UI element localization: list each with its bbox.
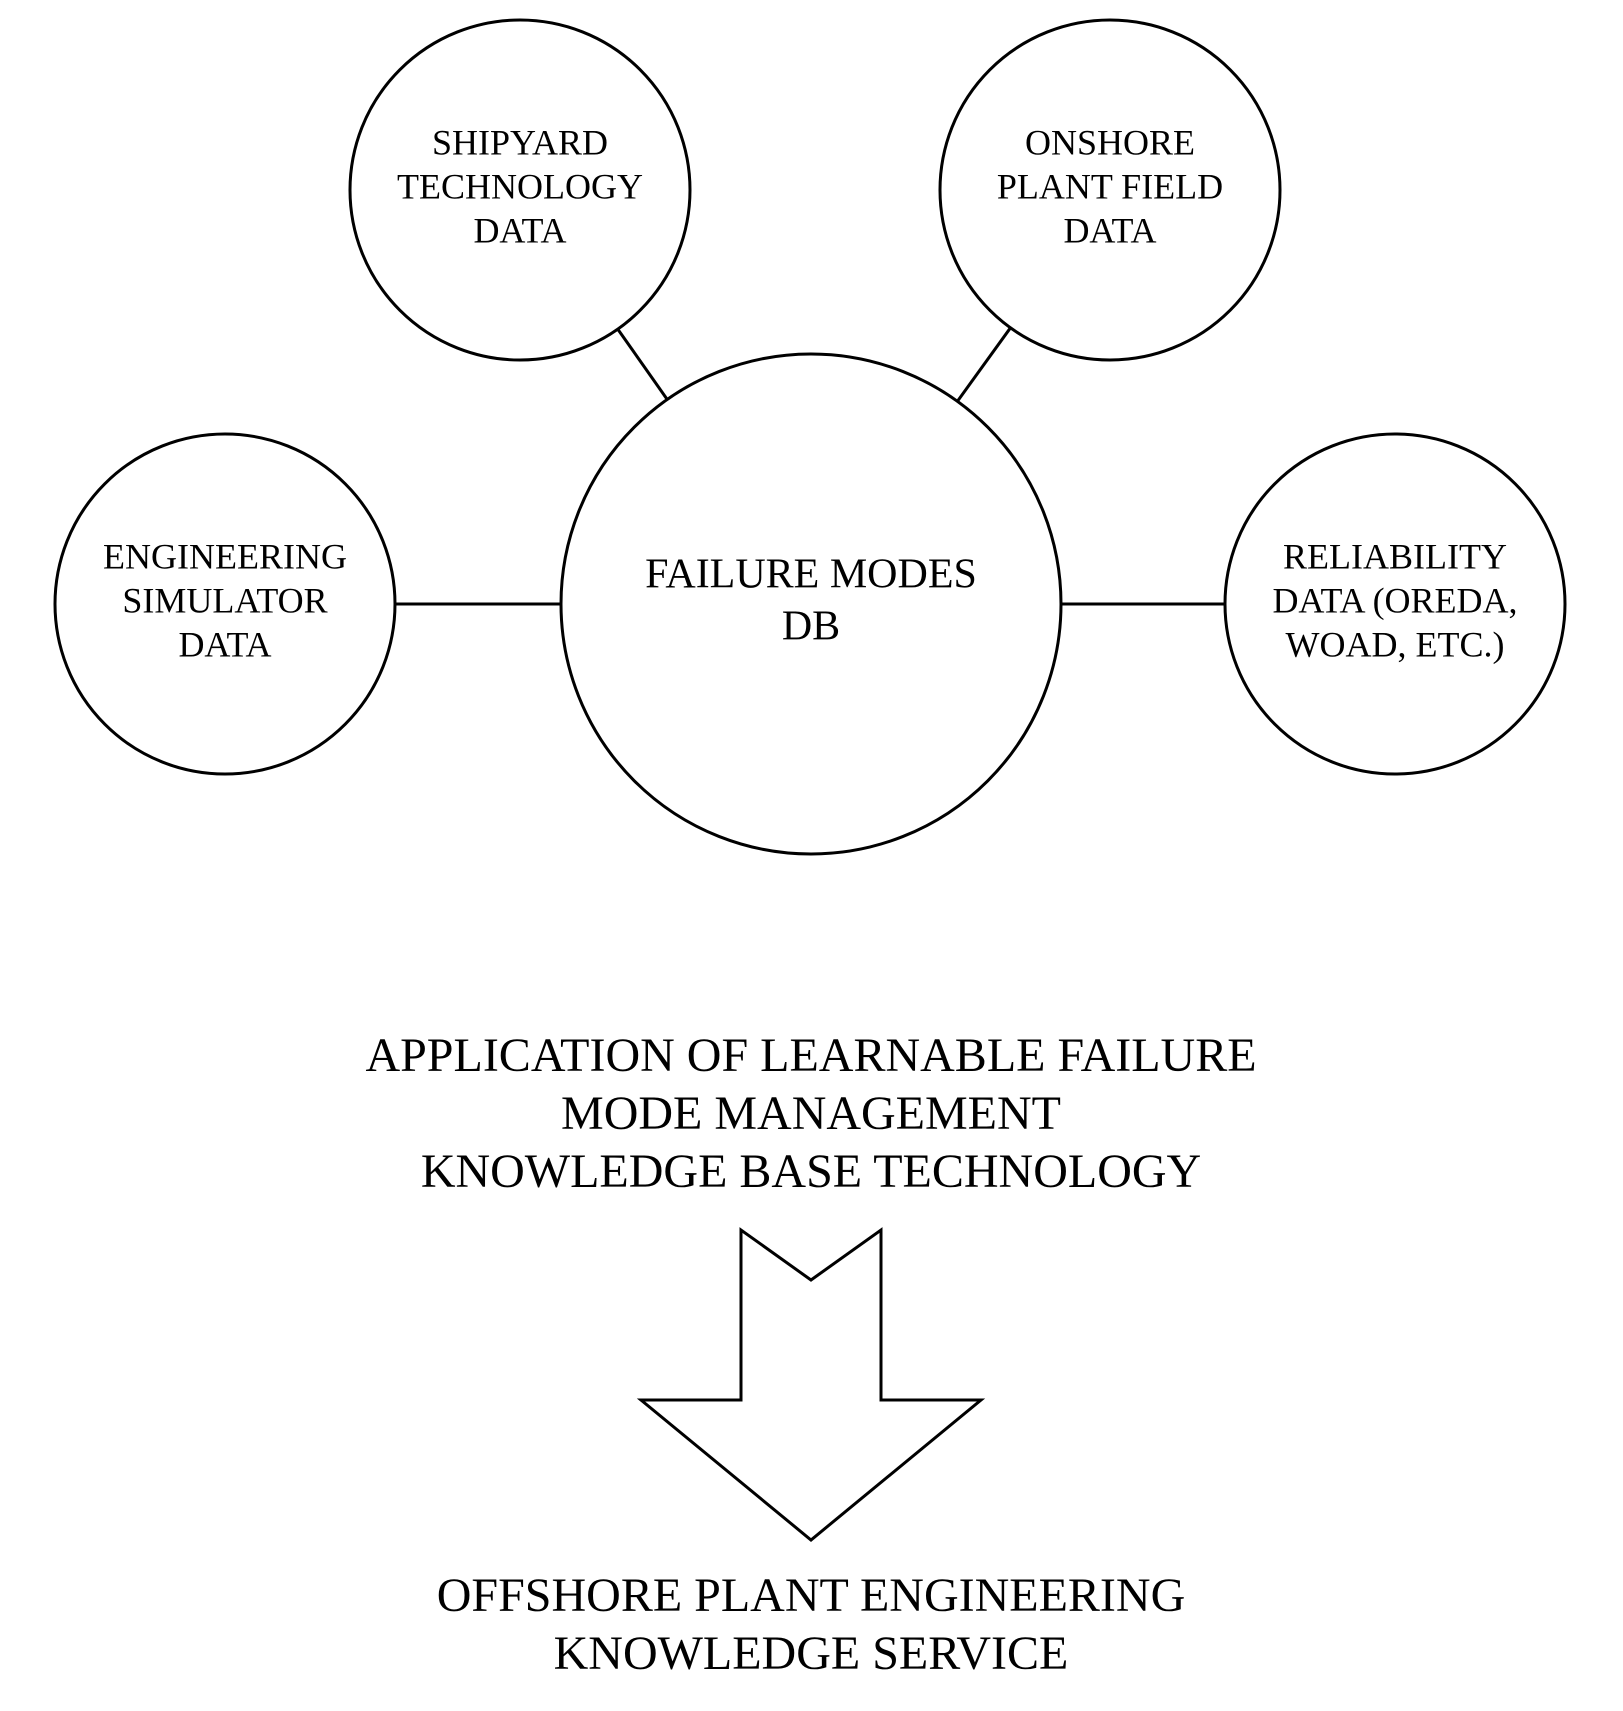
- edge-shipyard-center: [618, 329, 667, 399]
- node-engineering: ENGINEERINGSIMULATORDATA: [55, 434, 395, 774]
- node-center-label-1: DB: [782, 604, 840, 650]
- node-onshore-label-2: DATA: [1063, 210, 1156, 250]
- node-engineering-label-0: ENGINEERING: [103, 536, 347, 576]
- node-center-label-0: FAILURE MODES: [645, 552, 977, 598]
- node-onshore-label-0: ONSHORE: [1025, 122, 1195, 162]
- caption-application-line-0: APPLICATION OF LEARNABLE FAILURE: [365, 1029, 1256, 1082]
- node-shipyard-label-2: DATA: [473, 210, 566, 250]
- node-shipyard-label-0: SHIPYARD: [432, 122, 608, 162]
- edge-onshore-center: [957, 328, 1010, 402]
- caption-offshore-line-0: OFFSHORE PLANT ENGINEERING: [437, 1569, 1185, 1622]
- node-reliability-label-1: DATA (OREDA,: [1272, 580, 1517, 620]
- caption-offshore-line-1: KNOWLEDGE SERVICE: [554, 1627, 1069, 1680]
- node-onshore: ONSHOREPLANT FIELDDATA: [940, 20, 1280, 360]
- node-center: FAILURE MODES DB: [561, 354, 1061, 854]
- node-reliability-label-0: RELIABILITY: [1283, 536, 1507, 576]
- node-onshore-label-1: PLANT FIELD: [997, 166, 1223, 206]
- node-engineering-label-2: DATA: [178, 624, 271, 664]
- node-engineering-label-1: SIMULATOR: [122, 580, 327, 620]
- caption-offshore: OFFSHORE PLANT ENGINEERINGKNOWLEDGE SERV…: [437, 1569, 1185, 1680]
- caption-application-line-2: KNOWLEDGE BASE TECHNOLOGY: [421, 1145, 1201, 1198]
- caption-application-line-1: MODE MANAGEMENT: [561, 1087, 1061, 1140]
- node-reliability-label-2: WOAD, ETC.): [1286, 624, 1505, 664]
- node-shipyard: SHIPYARDTECHNOLOGYDATA: [350, 20, 690, 360]
- down-arrow-icon: [641, 1230, 981, 1540]
- node-reliability: RELIABILITYDATA (OREDA,WOAD, ETC.): [1225, 434, 1565, 774]
- node-shipyard-label-1: TECHNOLOGY: [397, 166, 643, 206]
- caption-application: APPLICATION OF LEARNABLE FAILUREMODE MAN…: [365, 1029, 1256, 1198]
